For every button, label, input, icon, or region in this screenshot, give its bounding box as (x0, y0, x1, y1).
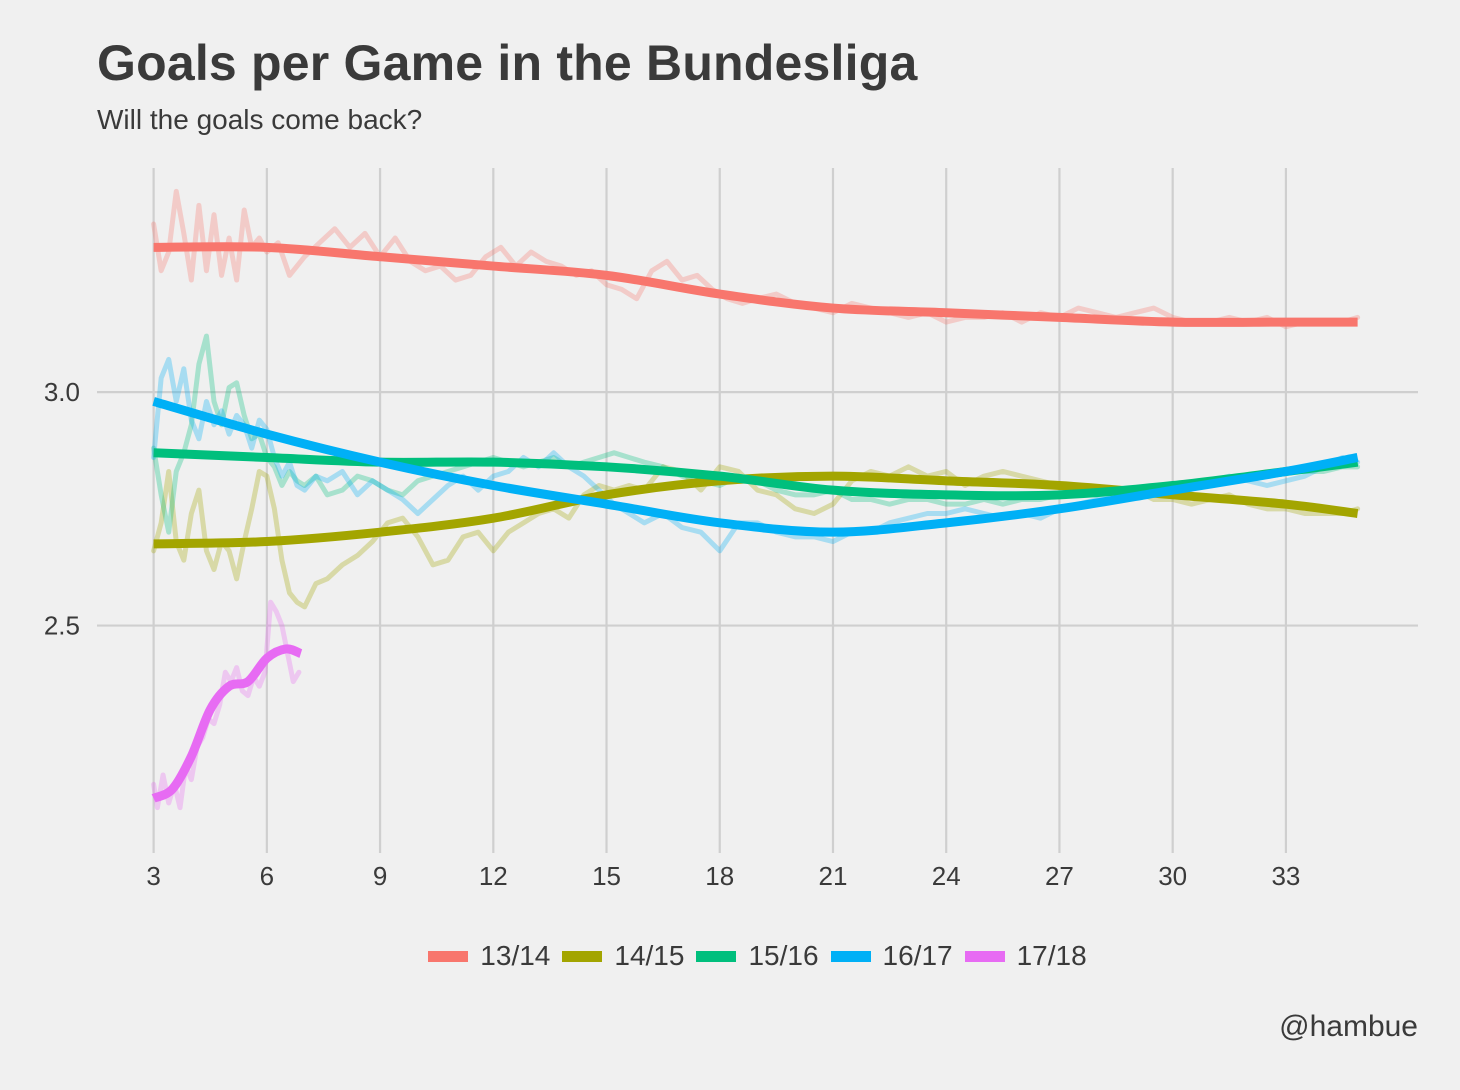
legend-label: 17/18 (1016, 940, 1087, 971)
x-tick-label: 12 (479, 861, 508, 891)
x-tick-label: 18 (705, 861, 734, 891)
legend-key-swatch (830, 950, 871, 962)
chart-title: Goals per Game in the Bundesliga (97, 35, 918, 91)
gridlines (97, 168, 1418, 853)
x-tick-label: 21 (819, 861, 848, 891)
legend-key-swatch (964, 950, 1005, 962)
x-tick-label: 15 (592, 861, 621, 891)
legend-item: 17/18 (964, 940, 1087, 972)
x-tick-label: 24 (932, 861, 961, 891)
legend-item: 16/17 (830, 940, 953, 972)
raw-line-13-14 (151, 188, 1361, 330)
x-tick-label: 27 (1045, 861, 1074, 891)
y-axis-ticks: 2.5 3.0 (44, 377, 80, 640)
legend-item: 14/15 (562, 940, 684, 972)
trend-line-17-18 (151, 644, 303, 803)
x-tick-label: 9 (373, 861, 387, 891)
x-tick-label: 33 (1271, 861, 1300, 891)
legend-label: 16/17 (882, 940, 953, 971)
trend-series-lines (151, 242, 1359, 803)
legend-item: 15/16 (696, 940, 819, 972)
legend-key-swatch (428, 950, 469, 962)
chart-subtitle: Will the goals come back? (97, 104, 423, 135)
y-tick-label: 3.0 (44, 377, 80, 407)
legend-item: 13/14 (428, 940, 550, 972)
legend-label: 15/16 (748, 940, 819, 971)
legend-key-swatch (562, 950, 603, 962)
author-caption: @hambue (1279, 1010, 1418, 1043)
x-axis-ticks: 3 6 9 12 15 18 21 24 27 30 33 (146, 861, 1300, 891)
raw-line-17-18 (151, 599, 302, 811)
y-tick-label: 2.5 (44, 611, 80, 641)
x-tick-label: 3 (146, 861, 160, 891)
legend-label: 13/14 (480, 940, 551, 971)
x-tick-label: 30 (1158, 861, 1187, 891)
legend-label: 14/15 (614, 940, 685, 971)
legend: 13/14 14/15 15/16 16/17 17/18 (0, 940, 1460, 972)
x-tick-label: 6 (260, 861, 274, 891)
trend-line-16-17 (152, 397, 1359, 537)
legend-key-swatch (696, 950, 737, 962)
trend-line-13-14 (153, 242, 1358, 327)
